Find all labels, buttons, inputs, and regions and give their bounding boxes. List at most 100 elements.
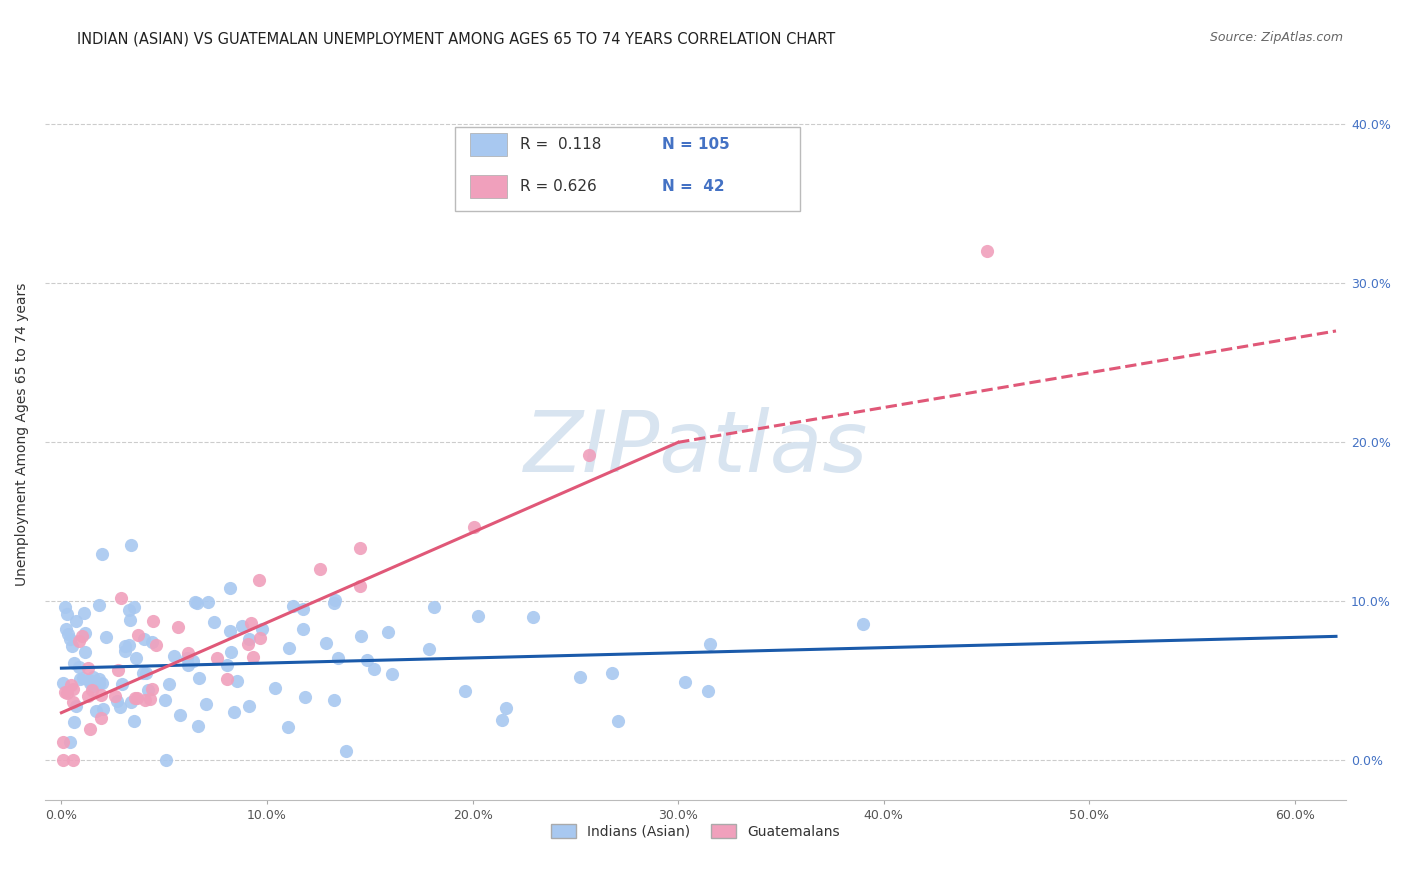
Point (673, 674, 696, 689)
Point (91, 702, 114, 716)
Point (80, 683, 103, 698)
Point (108, 700, 131, 714)
Point (114, 644, 136, 658)
Point (242, 649, 264, 664)
FancyBboxPatch shape (456, 127, 800, 211)
Point (852, 617, 875, 632)
Point (294, 690, 316, 704)
Point (522, 610, 544, 624)
Point (125, 651, 148, 665)
Point (236, 637, 259, 651)
Point (84, 705, 107, 719)
Point (418, 641, 440, 656)
Point (422, 600, 444, 615)
Text: R =  0.118: R = 0.118 (520, 137, 602, 152)
Point (70, 629, 93, 643)
Point (62, 695, 84, 709)
Point (188, 671, 211, 685)
Point (79, 676, 101, 690)
Point (350, 629, 373, 643)
Point (59, 735, 82, 749)
Point (90, 676, 112, 690)
Point (56, 627, 79, 641)
Point (62, 639, 84, 653)
Point (67, 660, 90, 674)
Point (65, 699, 87, 714)
Point (167, 620, 190, 634)
Point (281, 599, 304, 613)
Point (153, 693, 176, 707)
Point (202, 615, 225, 630)
Point (136, 682, 159, 697)
Point (82, 670, 104, 684)
Point (335, 744, 357, 758)
Point (219, 624, 242, 638)
Point (349, 541, 371, 555)
Point (132, 666, 155, 681)
Point (463, 520, 485, 534)
Point (120, 695, 142, 709)
Point (315, 635, 337, 649)
Point (247, 574, 270, 588)
Point (65, 615, 87, 629)
Point (63, 657, 86, 671)
Point (176, 651, 198, 665)
Point (77, 673, 100, 688)
Point (62, 714, 84, 729)
Point (104, 689, 127, 703)
Point (181, 654, 204, 668)
Point (142, 615, 165, 629)
Point (122, 714, 145, 728)
Point (77, 660, 100, 674)
Point (176, 646, 198, 660)
Point (155, 753, 177, 767)
Point (607, 714, 630, 728)
Point (117, 603, 139, 617)
Point (52, 753, 75, 767)
Point (132, 632, 155, 646)
Point (73, 626, 96, 640)
Point (141, 635, 163, 649)
Point (238, 632, 260, 647)
Point (186, 596, 208, 610)
Point (91, 547, 114, 561)
Point (454, 684, 477, 698)
Point (495, 701, 517, 715)
Point (349, 579, 371, 593)
Point (138, 691, 160, 706)
Point (94, 630, 117, 644)
Point (157, 677, 180, 691)
Point (217, 672, 239, 686)
Point (277, 719, 299, 733)
Point (89, 710, 111, 724)
Point (326, 650, 349, 665)
Text: Source: ZipAtlas.com: Source: ZipAtlas.com (1209, 31, 1343, 45)
Point (309, 562, 332, 576)
Text: INDIAN (ASIAN) VS GUATEMALAN UNEMPLOYMENT AMONG AGES 65 TO 74 YEARS CORRELATION : INDIAN (ASIAN) VS GUATEMALAN UNEMPLOYMEN… (77, 31, 835, 46)
Point (52, 734, 75, 748)
Point (73, 607, 96, 621)
Point (122, 600, 145, 615)
Point (240, 616, 263, 631)
Point (163, 648, 186, 663)
Point (145, 638, 167, 652)
Point (197, 595, 219, 609)
Point (79, 723, 101, 737)
Point (127, 691, 149, 706)
Text: N = 105: N = 105 (662, 137, 730, 152)
Point (219, 581, 242, 595)
Point (217, 657, 239, 672)
Point (110, 591, 132, 605)
Point (120, 538, 142, 552)
Point (53, 685, 76, 699)
Point (292, 622, 315, 636)
Point (323, 596, 346, 610)
Point (89, 598, 111, 612)
Point (134, 693, 156, 707)
Point (600, 666, 623, 681)
Point (124, 690, 146, 705)
Point (491, 713, 513, 727)
Point (127, 628, 149, 642)
Point (59, 632, 82, 646)
Point (231, 619, 253, 633)
